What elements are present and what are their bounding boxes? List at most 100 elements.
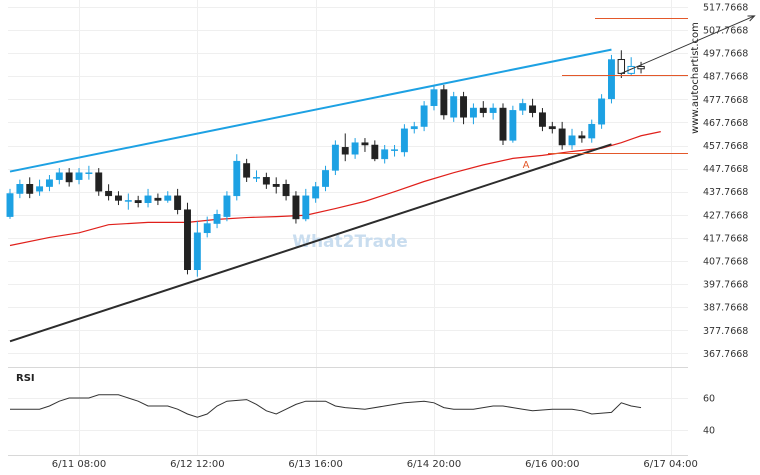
candle-body (509, 110, 517, 141)
candle-body (391, 149, 398, 151)
candle-body (75, 172, 83, 180)
candle-body (381, 149, 389, 160)
candle-body (312, 186, 320, 199)
candle-body (282, 184, 290, 197)
candle-body (627, 65, 635, 74)
candle-body (440, 89, 448, 116)
candle-body (134, 200, 142, 204)
watermark: What2Trade (292, 232, 408, 252)
candle-body (55, 172, 63, 180)
level-lines: A (523, 15, 756, 171)
candle-body (164, 195, 172, 201)
candle-body (568, 135, 576, 146)
price-tick-label: 437.7668 (703, 187, 748, 198)
candles-layer (6, 50, 645, 277)
candle-body (203, 223, 211, 234)
time-tick-label: 6/13 16:00 (288, 459, 342, 470)
candle-body (460, 96, 468, 118)
candle-body (36, 186, 44, 192)
candle-body (479, 107, 487, 113)
candle-body (292, 195, 300, 220)
chart-grid (8, 0, 688, 456)
price-tick-label: 487.7668 (703, 72, 748, 83)
candle-body (85, 172, 93, 174)
rsi-tick-label: 60 (703, 394, 715, 405)
price-tick-label: 377.7668 (703, 326, 748, 337)
candle-body (243, 163, 251, 178)
ma-line (9, 131, 661, 247)
time-axis: 6/11 08:00 6/12 12:00 6/13 16:00 6/14 20:00… (52, 459, 698, 470)
time-tick-label: 6/12 12:00 (170, 459, 224, 470)
price-tick-label: 397.7668 (703, 280, 748, 291)
rsi-panel: RSI 60 40 (10, 373, 715, 437)
candle-body (341, 147, 349, 155)
price-tick-label: 407.7668 (703, 257, 748, 268)
price-tick-label: 457.7668 (703, 141, 748, 152)
candle-body (26, 184, 34, 194)
price-axis: 517.7668 507.7668 497.7668 487.7668 477.7668… (703, 2, 748, 360)
price-tick-label: 507.7668 (703, 26, 748, 37)
candle-body (578, 135, 586, 139)
candle-body (193, 232, 201, 270)
rsi-line (10, 394, 642, 418)
time-tick-label: 6/16 00:00 (525, 459, 579, 470)
candle-body (538, 112, 546, 127)
candle-body (115, 195, 122, 201)
autochartist-label: www.autochartist.com (690, 22, 701, 134)
candle-body (637, 65, 645, 70)
moving-average-layer (9, 131, 661, 247)
watermark-text: What2Trade (292, 232, 408, 252)
candle-body (361, 142, 369, 146)
candle-body (519, 103, 527, 111)
candle-body (400, 128, 408, 153)
candle-body (233, 160, 241, 197)
candle-body (6, 193, 14, 217)
candle-body (371, 144, 379, 160)
rsi-label: RSI (16, 373, 35, 384)
candle-body (16, 184, 24, 194)
pattern-point-label: A (523, 160, 530, 171)
candle-body (213, 214, 221, 224)
candle-body (322, 170, 329, 187)
rsi-tick-label: 40 (703, 426, 715, 437)
candle-body (499, 107, 507, 141)
price-tick-label: 387.7668 (703, 303, 748, 314)
price-tick-label: 417.7668 (703, 233, 748, 244)
time-tick-label: 6/14 20:00 (407, 459, 461, 470)
channel-lower-line (9, 143, 612, 343)
candle-body (420, 105, 428, 127)
price-tick-label: 427.7668 (703, 210, 748, 221)
candle-body (223, 195, 231, 217)
price-tick-label: 497.7668 (703, 49, 748, 60)
candle-body (105, 190, 113, 197)
price-tick-label: 447.7668 (703, 164, 748, 175)
candle-body (184, 209, 191, 270)
candle-body (608, 59, 615, 100)
candle-body (598, 98, 606, 125)
candle-body (95, 172, 103, 192)
candle-body (45, 179, 53, 187)
candle-body (548, 126, 556, 130)
candle-body (469, 107, 477, 118)
candle-body (450, 96, 458, 118)
price-tick-label: 467.7668 (703, 118, 748, 129)
candle-body (489, 107, 497, 113)
candle-body (331, 144, 339, 171)
time-tick-label: 6/11 08:00 (52, 459, 106, 470)
projection-arrow-head (747, 15, 756, 22)
candle-body (410, 126, 418, 130)
candle-body (262, 177, 270, 185)
candle-body (558, 128, 566, 146)
candle-body (430, 89, 438, 106)
candle-body (174, 195, 182, 210)
candle-body (351, 142, 359, 155)
time-tick-label: 6/17 04:00 (643, 459, 697, 470)
candle-body (154, 197, 162, 201)
candle-body (588, 123, 596, 139)
candle-body (529, 105, 537, 113)
candle-body (617, 59, 626, 74)
price-tick-label: 477.7668 (703, 95, 748, 106)
candle-body (272, 184, 280, 187)
channel-lines (9, 48, 612, 343)
